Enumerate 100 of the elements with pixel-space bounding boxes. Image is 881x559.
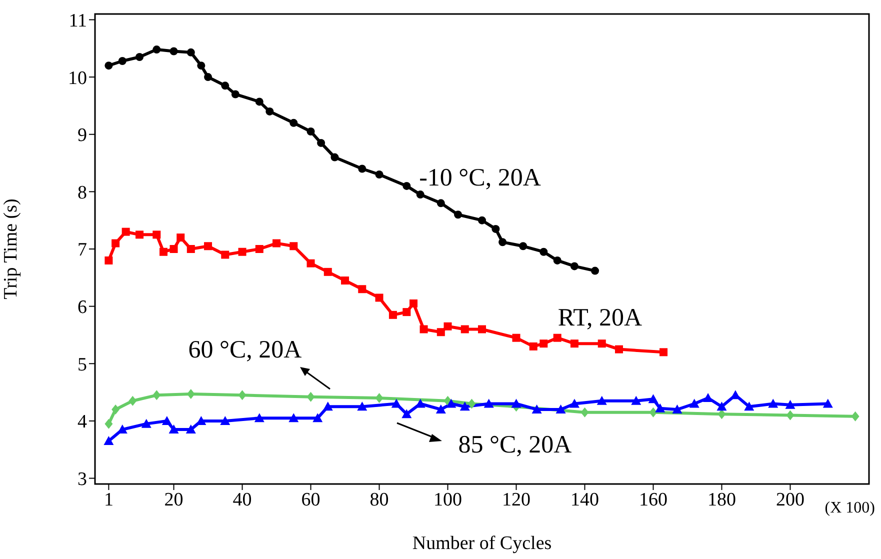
annotation: 85 °C, 20A (458, 432, 572, 459)
point (591, 266, 600, 275)
point (112, 404, 120, 414)
point (420, 325, 428, 334)
point (454, 210, 462, 219)
point (655, 403, 666, 412)
point (532, 404, 542, 414)
y-tick-label: 11 (68, 10, 87, 32)
point (322, 402, 333, 411)
point (290, 242, 298, 250)
point (744, 402, 754, 411)
y-axis-title: Trip Time (s) (0, 198, 22, 300)
x-tick-label: 180 (707, 489, 736, 510)
point (649, 407, 658, 418)
point (306, 259, 315, 268)
point (112, 239, 120, 248)
x-tick-label: 200 (776, 489, 804, 510)
point (186, 389, 195, 400)
point (238, 248, 246, 256)
point (317, 138, 326, 147)
point (196, 416, 206, 425)
point (197, 62, 206, 70)
x-tick-label: 80 (370, 489, 389, 510)
point (375, 294, 384, 302)
text: (X 100) (824, 500, 875, 517)
point (254, 413, 264, 422)
point (152, 46, 161, 54)
point (357, 402, 368, 411)
y-tick-label: 6 (78, 297, 87, 318)
point (468, 398, 476, 409)
point (104, 436, 114, 446)
point (402, 182, 411, 190)
point (122, 228, 130, 236)
point (768, 398, 778, 408)
point (444, 322, 452, 330)
annotation: -10 °C, 20A (419, 164, 541, 192)
point (580, 407, 589, 418)
point (186, 424, 196, 434)
point (170, 245, 178, 253)
x-tick-label: 60 (301, 489, 320, 510)
point (290, 118, 298, 127)
point (168, 424, 179, 434)
point (324, 268, 332, 276)
x-tick-label: 1 (104, 489, 114, 510)
point (492, 224, 500, 233)
point (306, 128, 315, 136)
point (410, 299, 418, 308)
point (255, 98, 264, 106)
point (104, 256, 113, 264)
point (159, 248, 168, 256)
point (176, 234, 185, 242)
point (141, 418, 152, 428)
point (104, 418, 113, 429)
point (785, 400, 796, 409)
point (162, 416, 172, 425)
point (553, 334, 562, 342)
y-tick-label: 7 (78, 240, 87, 261)
point (570, 262, 578, 270)
point (402, 409, 412, 418)
x-axis-title: Number of Cycles (412, 533, 552, 554)
y-tick-label: 5 (78, 354, 87, 376)
point (204, 242, 212, 250)
point (648, 394, 658, 404)
point (330, 153, 339, 162)
x-tick-label: 40 (232, 489, 252, 510)
point (186, 48, 195, 56)
point (266, 107, 274, 116)
y-tick-label: 9 (78, 125, 87, 146)
x-tick-label: 20 (164, 489, 184, 510)
point (388, 310, 397, 319)
point (170, 47, 178, 56)
point (375, 170, 384, 178)
point (128, 396, 137, 406)
point (288, 413, 299, 422)
point (436, 404, 446, 414)
point (152, 390, 161, 400)
point (221, 250, 230, 259)
point (341, 276, 350, 285)
point (255, 245, 264, 253)
point (484, 398, 494, 408)
point (436, 199, 445, 208)
point (512, 334, 520, 342)
point (220, 416, 230, 425)
annotation: 60 °C, 20A (188, 336, 302, 364)
x-tick-label: 100 (434, 489, 462, 510)
point (569, 398, 580, 408)
point (851, 411, 860, 422)
point (570, 340, 578, 348)
point (478, 325, 486, 334)
point (498, 238, 507, 246)
y-tick-label: 10 (68, 68, 87, 89)
point (718, 409, 726, 420)
point (519, 242, 528, 250)
y-tick-label: 8 (78, 182, 87, 204)
annotation: RT, 20A (558, 304, 642, 332)
point (446, 398, 456, 408)
x-tick-label: 140 (570, 489, 599, 510)
point (822, 398, 833, 408)
point (689, 398, 700, 408)
point (540, 340, 548, 348)
